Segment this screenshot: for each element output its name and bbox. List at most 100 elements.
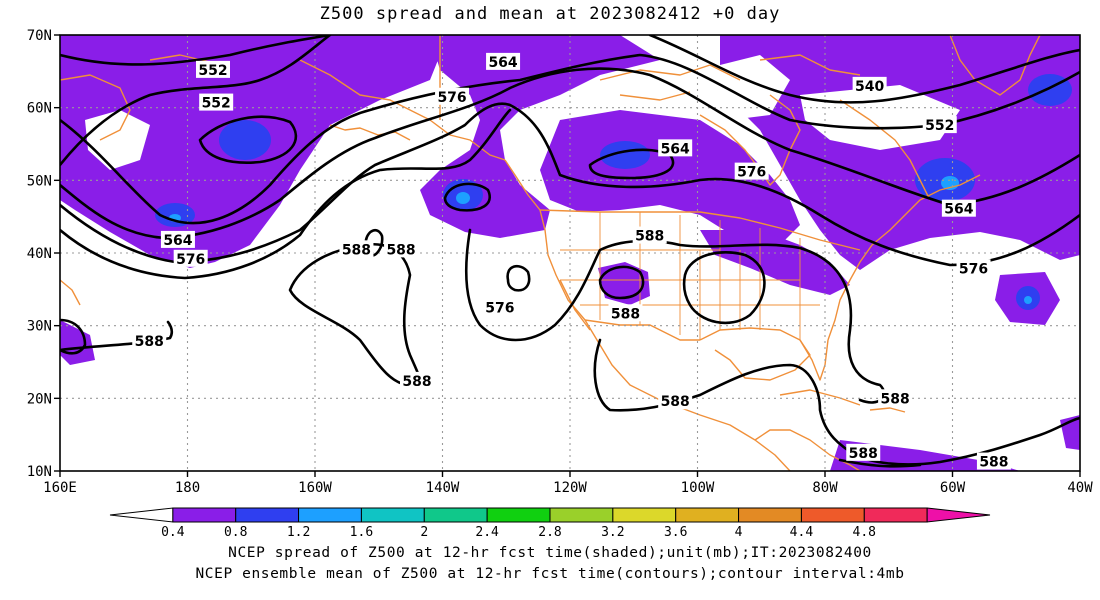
colorbar-box <box>235 507 300 523</box>
contour-label-bg <box>658 139 693 157</box>
contour-label-bg <box>941 199 976 217</box>
longitude-label: 40W <box>1067 480 1093 496</box>
contour-label-bg <box>632 226 667 244</box>
colorbar-box <box>486 507 551 523</box>
spread-region-canada <box>540 110 800 245</box>
contour-588-h <box>838 458 922 468</box>
contour-label-bg <box>384 240 419 258</box>
coastline-aleutians <box>329 124 411 141</box>
contour-label-text: 588 <box>979 455 1008 471</box>
colorbar-box <box>863 507 928 523</box>
contour-label: 588 <box>132 331 167 350</box>
contour-label-text: 564 <box>163 233 192 249</box>
state-borders <box>560 212 820 340</box>
coastline-greenland <box>949 35 1041 96</box>
colorbar-level-label: 4.4 <box>790 525 814 540</box>
contour-label-bg <box>608 304 643 322</box>
contour-588-c <box>464 228 886 404</box>
contour-label: 564 <box>658 139 693 157</box>
contour-labels: 552 552 564 576 540 552 564 576 564 576 564 576 588 5… <box>132 52 1011 471</box>
contour-588-e <box>682 251 766 325</box>
caption-spread: NCEP spread of Z500 at 12-hr fcst time(s… <box>228 545 872 561</box>
contour-label-text: 576 <box>176 252 205 268</box>
contour-label-text: 588 <box>635 229 664 245</box>
contour-552-b <box>198 115 298 164</box>
contour-label-bg <box>400 371 434 389</box>
contour-label-bg <box>956 259 991 277</box>
colorbar-level-label: 4 <box>735 525 743 540</box>
longitude-label: 120W <box>553 480 587 496</box>
contour-label-text: 588 <box>881 391 910 407</box>
contour-label-text: 552 <box>202 96 231 112</box>
spread-region-atlantic <box>720 35 1080 270</box>
colorbar-box <box>612 507 677 523</box>
spread-peak-patch <box>1024 296 1032 304</box>
colorbar-box <box>423 507 488 523</box>
contour-label: 576 <box>435 87 470 106</box>
contour-label-bg <box>486 52 521 70</box>
contour-label-bg <box>482 298 517 316</box>
contour-label-text: 588 <box>661 394 690 410</box>
contour-label: 576 <box>482 298 517 317</box>
coastlines <box>60 35 1041 471</box>
coastline-japan <box>60 279 81 306</box>
latitude-labels: 70N 60N 50N 40N 30N 20N 10N <box>27 28 52 480</box>
contour-label: 564 <box>941 199 976 218</box>
colorbar-box <box>675 507 740 523</box>
colorbar-level-label: 3.6 <box>664 525 687 540</box>
contour-label: 588 <box>632 226 667 245</box>
coastline-hispaniola <box>869 407 906 413</box>
spread-peak-patch <box>456 192 470 204</box>
coastline-florida <box>799 339 829 381</box>
longitude-label: 100W <box>681 480 715 496</box>
contour-label-bg <box>658 392 693 410</box>
colorbar-level-label: 2.4 <box>475 525 499 540</box>
contour-576-d <box>60 108 512 280</box>
contour-576-c <box>506 264 531 292</box>
contour-label: 552 <box>922 116 957 134</box>
contour-label: 588 <box>384 240 419 258</box>
latitude-label: 70N <box>27 28 52 44</box>
contour-label-bg <box>196 60 230 78</box>
contour-label: 588 <box>878 389 913 407</box>
contour-564-b <box>588 148 675 180</box>
longitude-label: 60W <box>940 480 966 496</box>
contour-564-c <box>60 35 332 167</box>
contour-576-b <box>443 182 491 212</box>
latitude-label: 20N <box>27 391 52 407</box>
colorbar-box <box>172 507 237 523</box>
contour-label-bg <box>734 162 769 180</box>
contour-label: 552 <box>196 60 230 79</box>
contour-label-text: 576 <box>485 301 514 317</box>
latitude-label: 60N <box>27 101 52 117</box>
coastline-east-coast <box>827 174 981 341</box>
contour-label-text: 540 <box>855 79 884 95</box>
colorbar-box <box>738 507 802 523</box>
contour-label-text: 588 <box>402 374 431 390</box>
contour-540 <box>648 35 1080 104</box>
map-title: Z500 spread and mean at 2023082412 +0 da… <box>319 4 781 24</box>
contour-588-d <box>598 265 645 300</box>
colorbar-labels: 0.4 0.8 1.2 1.6 2 2.4 2.8 3.2 3.6 4 4.4 4.8 <box>161 525 876 540</box>
longitude-label: 160W <box>298 480 332 496</box>
contour-label: 552 <box>199 93 234 112</box>
contour-564-a <box>60 67 1080 240</box>
contour-label-text: 552 <box>198 63 227 79</box>
latitude-label: 50N <box>27 173 52 189</box>
contour-label: 576 <box>173 249 208 268</box>
contour-label-bg <box>846 443 881 461</box>
contour-label-text: 588 <box>849 446 878 462</box>
colorbar-level-label: 2.8 <box>538 525 561 540</box>
colorbar-max-triangle <box>926 507 991 523</box>
contour-588-g <box>593 338 1080 466</box>
latitude-label: 40N <box>27 246 52 262</box>
coastline-labrador <box>839 99 931 201</box>
contour-label-text: 564 <box>944 202 973 218</box>
contour-label-text: 564 <box>488 55 517 71</box>
contour-label-text: 588 <box>386 242 415 258</box>
colorbar <box>109 507 991 523</box>
contour-label-text: 588 <box>135 334 164 350</box>
contour-label-bg <box>173 249 208 267</box>
latitude-label: 10N <box>27 464 52 480</box>
